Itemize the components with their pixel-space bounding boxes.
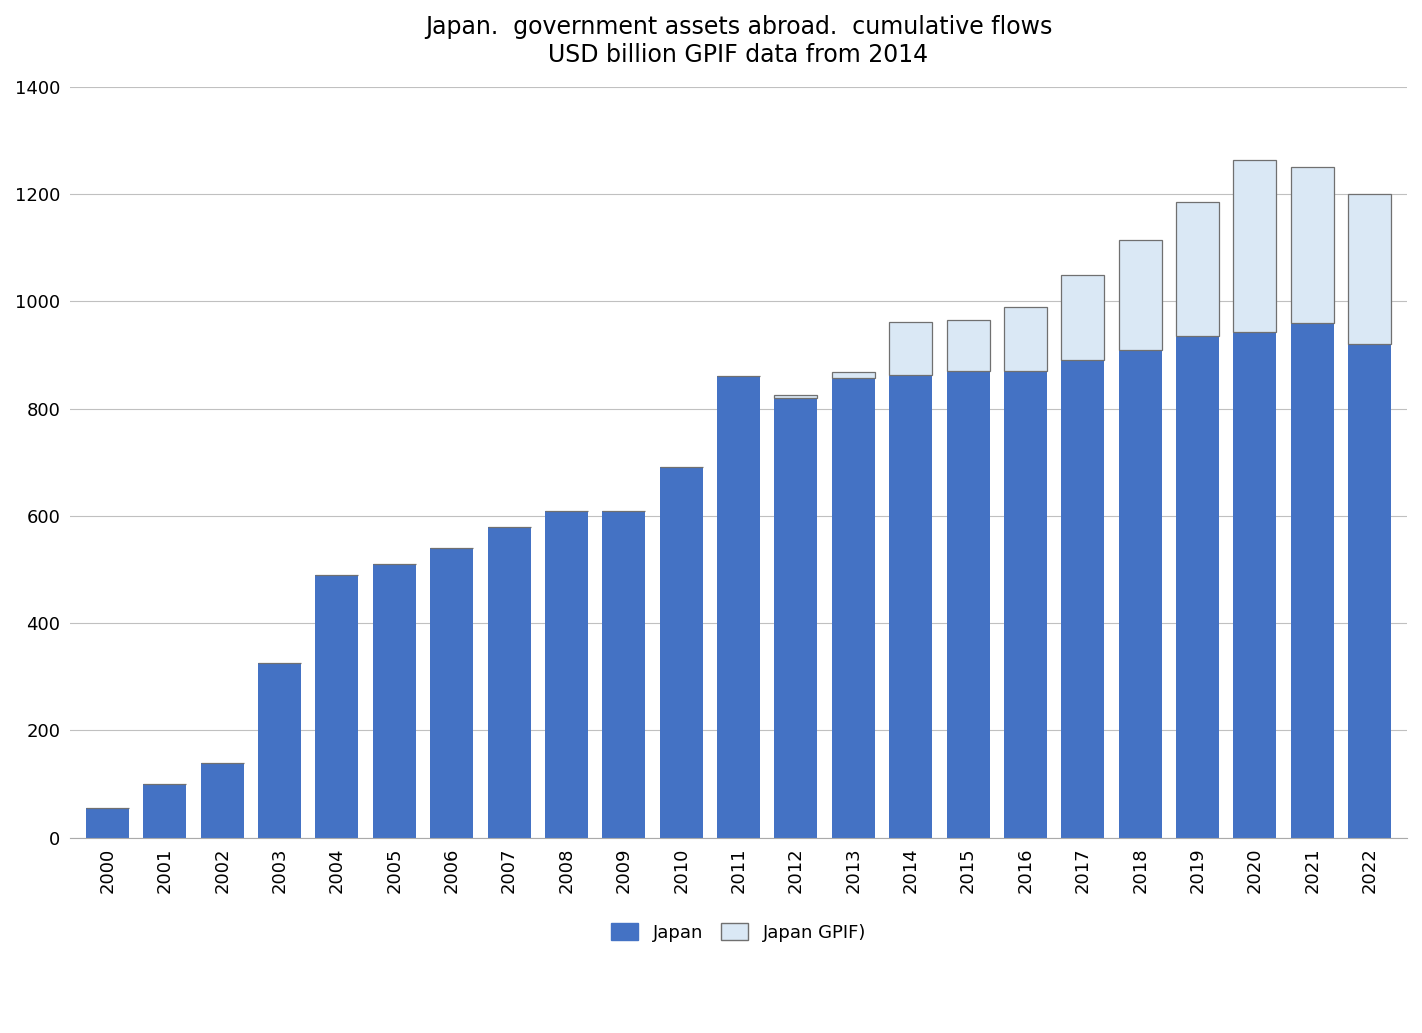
Bar — [1233, 332, 1277, 838]
Bar — [1291, 323, 1334, 838]
Title: Japan.  government assets abroad.  cumulative flows
USD billion GPIF data from 2: Japan. government assets abroad. cumulat… — [425, 15, 1052, 67]
Bar — [1119, 349, 1162, 838]
Bar — [85, 808, 129, 838]
Bar — [603, 510, 646, 838]
Bar — [947, 320, 990, 371]
Bar — [889, 375, 933, 838]
Bar — [1176, 336, 1219, 838]
Bar — [257, 663, 301, 838]
Bar — [660, 467, 702, 838]
Bar — [1119, 240, 1162, 349]
Bar — [1004, 307, 1047, 371]
Bar — [316, 575, 358, 838]
Bar — [1348, 344, 1391, 838]
Bar — [947, 371, 990, 838]
Bar — [429, 549, 474, 838]
Bar — [717, 376, 761, 838]
Legend: Japan, Japan GPIF): Japan, Japan GPIF) — [604, 916, 873, 949]
Bar — [832, 377, 875, 838]
Bar — [775, 396, 818, 398]
Bar — [201, 762, 243, 838]
Bar — [373, 564, 415, 838]
Bar — [832, 372, 875, 377]
Bar — [1176, 202, 1219, 336]
Bar — [1291, 167, 1334, 323]
Bar — [1233, 160, 1277, 332]
Bar — [144, 784, 186, 838]
Bar — [545, 510, 587, 838]
Bar — [1061, 275, 1105, 361]
Bar — [1061, 361, 1105, 838]
Bar — [889, 321, 933, 375]
Bar — [488, 527, 530, 838]
Bar — [1004, 371, 1047, 838]
Bar — [775, 398, 818, 838]
Bar — [1348, 194, 1391, 344]
